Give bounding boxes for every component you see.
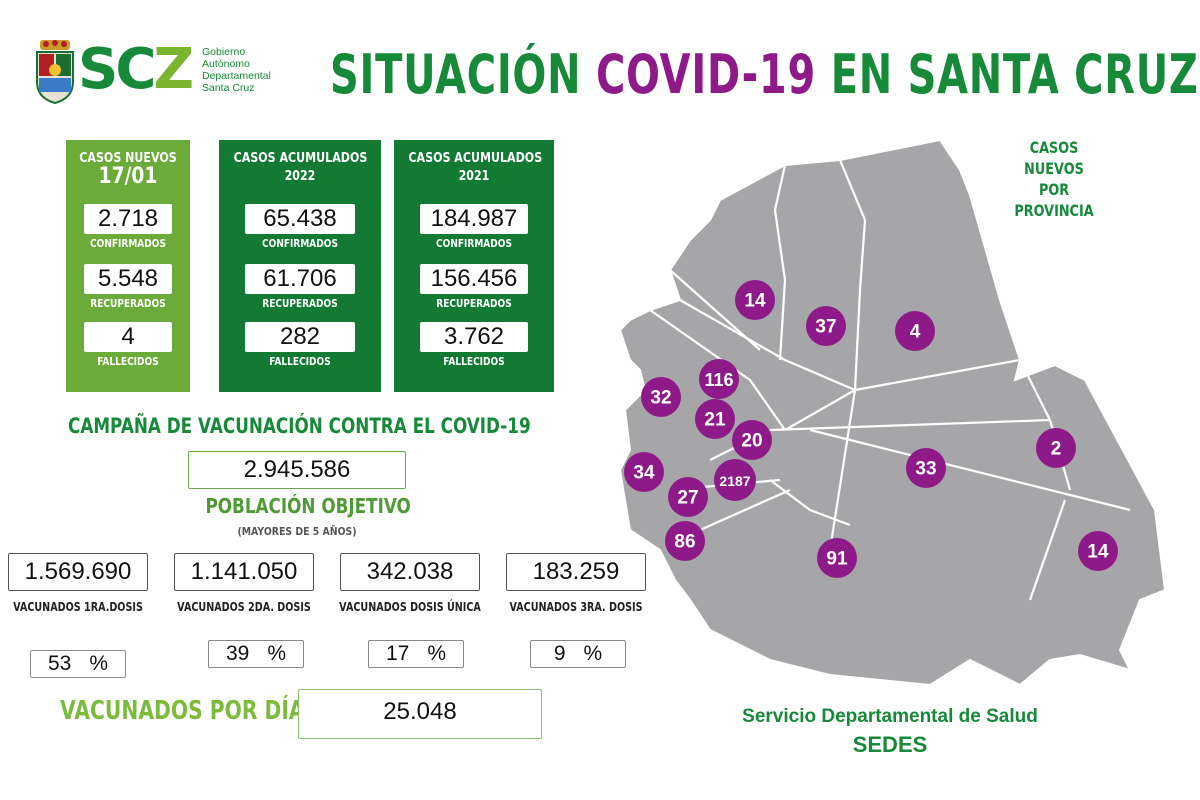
recovered-label: RECUPERADOS [90,297,166,310]
dose3-percent: 9% [530,640,626,668]
confirmed-label: CONFIRMADOS [436,237,512,250]
deceased-value: 3.762 [420,322,528,352]
dose1-value: 1.569.690 [8,553,148,591]
province-map: 14 37 4 116 32 21 20 34 2187 27 33 2 86 91 14 [618,138,1167,687]
deceased-label: FALLECIDOS [97,355,159,368]
province-bubble [1078,531,1118,571]
province-value: 27 [677,488,698,509]
dose1-percent: 53% [30,650,126,678]
confirmed-label: CONFIRMADOS [262,237,338,250]
province-bubble [714,459,756,501]
province-bubbles: 14 37 4 116 32 21 20 34 2187 27 33 2 86 91 14 [624,280,1118,578]
card-heading: CASOS ACUMULADOS [233,150,368,166]
dose-single-percent: 17% [368,640,464,668]
dose2-label: VACUNADOS 2DA. DOSIS [177,600,311,614]
confirmed-label: CONFIRMADOS [90,237,166,250]
province-bubble [817,538,857,578]
deceased-value: 282 [245,322,355,352]
dose3-value: 183.259 [506,553,646,591]
deceased-label: FALLECIDOS [443,355,505,368]
province-value: 34 [633,463,655,484]
province-value: 116 [704,370,733,390]
vaccinated-per-day-label: VACUNADOS POR DÍA [60,696,305,726]
province-bubble [665,521,705,561]
logo-subtitle: Gobierno Autónomo Departamental Santa Cr… [202,46,271,94]
province-value: 20 [741,431,762,452]
province-bubble [806,306,846,346]
new-cases-card: CASOS NUEVOS 17/01 2.718 CONFIRMADOS 5.5… [66,140,190,392]
confirmed-value: 65.438 [245,204,355,234]
province-bubble [624,452,664,492]
province-value: 91 [826,549,848,570]
province-bubble [668,477,708,517]
card-year: 2022 [284,169,316,184]
province-value: 2 [1051,439,1062,460]
province-value: 21 [704,410,726,431]
province-bubble [695,399,735,439]
confirmed-value: 2.718 [84,204,172,234]
province-bubble [735,280,775,320]
scz-logo: SCZ Gobierno Autónomo Departamental Sant… [34,36,294,106]
footer-organization: Servicio Departamental de Salud [742,706,1038,727]
province-bubble [641,377,681,417]
recovered-label: RECUPERADOS [262,297,338,310]
province-bubble [906,448,946,488]
dose-single-label: VACUNADOS DOSIS ÚNICA [339,600,481,614]
dose-single-value: 342.038 [340,553,480,591]
deceased-label: FALLECIDOS [269,355,331,368]
recovered-value: 5.548 [84,264,172,294]
card-heading: CASOS ACUMULADOS [408,150,543,166]
logo-wordmark: SCZ [78,37,194,102]
page-title: SITUACIÓN COVID-19 EN SANTA CRUZ [330,43,1199,106]
map-title: CASOS NUEVOS POR PROVINCIA [1014,138,1094,220]
card-year: 2021 [458,169,490,184]
recovered-value: 61.706 [245,264,355,294]
province-value: 4 [910,322,921,343]
card-date: 17/01 [98,164,158,189]
province-bubble [895,311,935,351]
recovered-label: RECUPERADOS [436,297,512,310]
coat-of-arms-icon [36,40,74,104]
cumulative-2021-card: CASOS ACUMULADOS 2021 184.987 CONFIRMADO… [394,140,554,392]
footer-acronym: SEDES [852,732,928,757]
province-borders [649,159,1131,601]
dose2-value: 1.141.050 [174,553,314,591]
target-population-label: POBLACIÓN OBJETIVO [205,494,411,518]
vaccinated-per-day-value: 25.048 [298,689,542,739]
province-bubble [1036,428,1076,468]
province-value: 86 [674,532,695,553]
province-bubble [732,420,772,460]
province-value: 33 [915,459,936,480]
dose1-label: VACUNADOS 1RA.DOSIS [13,600,143,614]
confirmed-value: 184.987 [420,204,528,234]
vaccination-title: CAMPAÑA DE VACUNACIÓN CONTRA EL COVID-19 [68,414,531,438]
province-bubble [699,359,739,399]
province-value: 32 [650,388,671,409]
card-heading: CASOS NUEVOS [79,150,177,166]
province-value: 14 [744,291,766,312]
cumulative-2022-card: CASOS ACUMULADOS 2022 65.438 CONFIRMADOS… [219,140,381,392]
province-value: 2187 [719,473,750,489]
target-population-sub: (MAYORES DE 5 AÑOS) [237,525,357,538]
dose3-label: VACUNADOS 3RA. DOSIS [509,600,643,614]
target-population-value: 2.945.586 [188,451,406,489]
province-value: 37 [815,317,836,338]
department-outline [618,138,1167,687]
province-value: 14 [1087,542,1109,563]
deceased-value: 4 [84,322,172,352]
dose2-percent: 39% [208,640,304,668]
recovered-value: 156.456 [420,264,528,294]
